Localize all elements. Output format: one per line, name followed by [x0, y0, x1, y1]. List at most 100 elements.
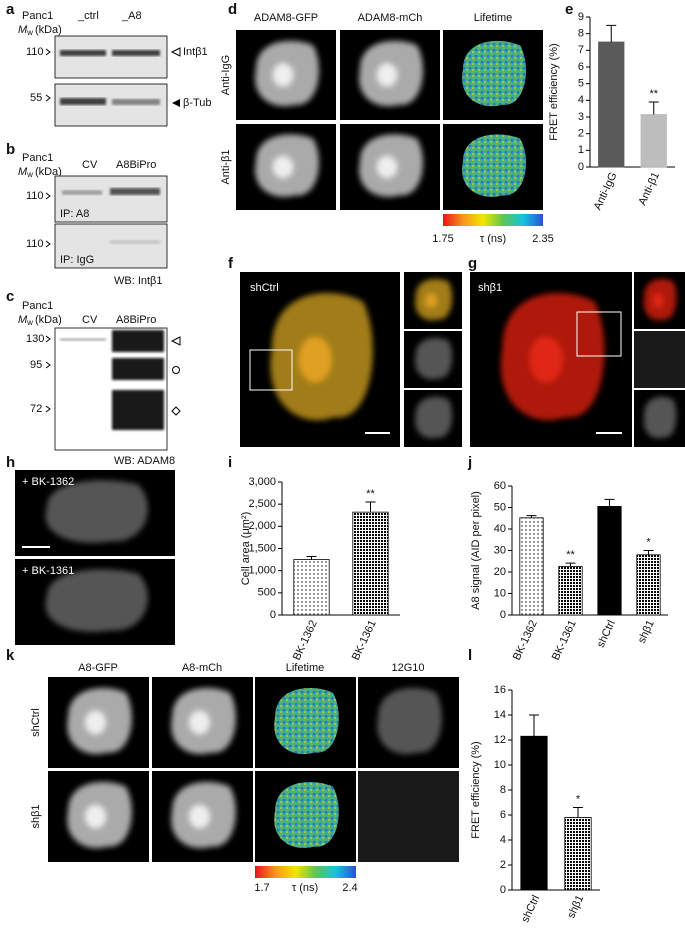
marker-arrow [45, 405, 51, 413]
y-tick-label: 0 [578, 161, 584, 173]
y-tick-label: 3 [578, 111, 584, 123]
mw-label: Mw (kDa) [18, 314, 62, 327]
micrograph [404, 272, 462, 329]
marker-arrow [45, 335, 51, 343]
nucleus [272, 63, 294, 87]
mw-subscript: w [26, 170, 33, 179]
y-tick-label: 0 [500, 884, 506, 896]
panel-label: i [228, 454, 232, 471]
colorbar [443, 214, 543, 226]
panel-label: h [6, 454, 15, 471]
inset-box [576, 311, 622, 357]
nucleus [652, 292, 664, 309]
colorbar [255, 866, 356, 878]
mw-marker: 110 [26, 190, 44, 202]
scale-min: 1.75 [432, 233, 453, 245]
micrograph [255, 677, 356, 768]
band [62, 190, 102, 195]
mw-symbol: M [18, 24, 28, 36]
column-header: A8-GFP [78, 662, 118, 674]
band-label: β-Tub [183, 97, 212, 109]
mw-unit: (kDa) [35, 24, 62, 36]
mw-label: Mw (kDa) [18, 166, 62, 179]
panel-label: j [467, 454, 472, 471]
cell [643, 396, 677, 439]
band-marker [170, 47, 181, 57]
ip-label: IP: A8 [60, 208, 89, 220]
y-tick-label: 4 [500, 834, 506, 846]
micrograph [255, 771, 356, 862]
lane-label: A8BiPro [116, 314, 156, 326]
error-bar [648, 101, 659, 115]
micrograph [340, 124, 440, 210]
nucleus [188, 804, 211, 829]
significance: ** [566, 549, 575, 561]
panel-label: d [228, 1, 237, 18]
bar [598, 41, 625, 168]
panel-label: g [468, 255, 477, 272]
cell-line: Panc1 [22, 10, 53, 22]
band-marker [170, 336, 181, 346]
nucleus [425, 292, 438, 309]
micrograph [358, 677, 459, 768]
mw-subscript: w [26, 28, 33, 37]
wb-label: WB: Intβ1 [114, 275, 163, 287]
column-header: A8-mCh [182, 662, 222, 674]
cell [415, 396, 453, 439]
marker-arrow [45, 94, 51, 102]
x-tick-label: BK-1361 [550, 618, 579, 662]
inset-box [249, 349, 293, 391]
mw-symbol: M [18, 314, 28, 326]
nucleus [298, 336, 333, 383]
x-tick-label: BK-1362 [511, 618, 540, 662]
lane-label: CV [82, 159, 98, 171]
nucleus [272, 155, 294, 179]
micrograph [236, 30, 336, 120]
row-label: shCtrl [30, 708, 42, 737]
y-tick-label: 40 [494, 523, 506, 535]
micrograph [634, 390, 685, 447]
y-tick-label: 10 [494, 587, 506, 599]
blot [54, 35, 168, 79]
cell [45, 480, 148, 543]
column-header: Lifetime [474, 12, 513, 24]
mw-marker: 110 [26, 238, 44, 250]
x-tick-label: Anti-IgG [592, 170, 620, 212]
error-bar [306, 555, 317, 560]
error-bar [526, 515, 537, 518]
lane-label: A8BiPro [116, 159, 156, 171]
bar [564, 817, 592, 891]
band-marker [172, 366, 180, 374]
image-label: shβ1 [478, 282, 502, 294]
y-axis-label: Cell area (μm²) [240, 512, 252, 586]
image-label: + BK-1362 [22, 476, 74, 488]
band-label: Intβ1 [183, 46, 208, 58]
noise [358, 771, 459, 862]
image-label: + BK-1361 [22, 565, 74, 577]
micrograph [634, 331, 685, 388]
scale-unit: τ (ns) [292, 882, 318, 894]
y-tick-label: 5 [578, 78, 584, 90]
mw-label: Mw (kDa) [18, 24, 62, 37]
x-tick-label: Anti-β1 [636, 170, 662, 207]
column-header: ADAM8-mCh [358, 12, 423, 24]
cell [274, 782, 339, 849]
band [60, 98, 106, 105]
y-tick-label: 0 [500, 609, 506, 621]
cell [462, 40, 526, 107]
y-tick-label: 500 [258, 587, 276, 599]
y-tick-label: 2,500 [248, 498, 276, 510]
mw-subscript: w [26, 318, 33, 327]
blot [54, 175, 168, 223]
noise [634, 331, 685, 388]
x-tick-label: shβ1 [565, 893, 586, 920]
nucleus [84, 710, 107, 735]
y-tick-label: 1,500 [248, 542, 276, 554]
mw-unit: (kDa) [35, 166, 62, 178]
row-label: Anti-IgG [220, 55, 232, 95]
y-tick-label: 8 [500, 784, 506, 796]
column-header: Lifetime [286, 662, 325, 674]
y-tick-label: 1,000 [248, 565, 276, 577]
x-tick-label: BK-1362 [291, 618, 320, 662]
band [60, 50, 106, 56]
